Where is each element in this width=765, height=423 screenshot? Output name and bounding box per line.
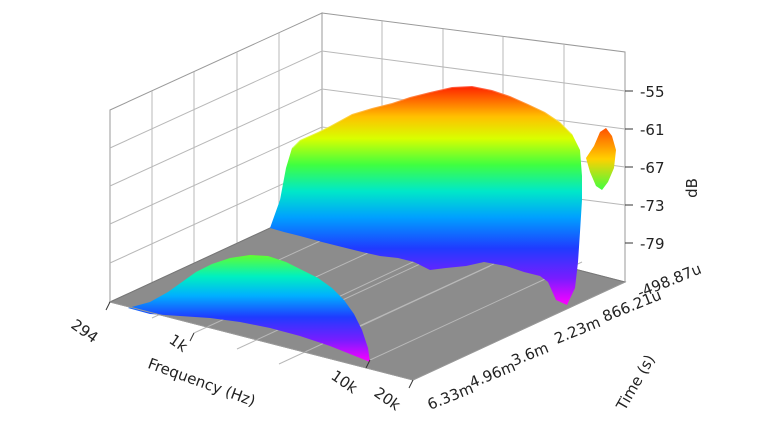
x-tick-label: 1k: [166, 331, 192, 356]
x-tick-label: 10k: [328, 367, 361, 398]
z-tick-label: -61: [640, 121, 665, 139]
frame-front-edges: [109, 281, 626, 381]
y-tick-label: 4.96m: [467, 357, 518, 392]
surface-side-spike: [586, 128, 616, 190]
y-tick-label: 6.33m: [425, 379, 476, 414]
y-tick-label: 866.21u: [600, 286, 664, 326]
z-tick-label: -55: [640, 83, 665, 101]
z-tick-label: -67: [640, 159, 665, 177]
x-tick-label: 294: [68, 316, 102, 347]
x-tick-label: 20k: [371, 384, 404, 415]
z-tick-label: -73: [640, 197, 665, 215]
z-tick-label: -79: [640, 235, 665, 253]
surface-main-ridge: [270, 84, 582, 305]
y-tick-label: 2.23m: [552, 313, 603, 348]
x-axis-title: Frequency (Hz): [145, 354, 257, 410]
y-tick-label: 3.6m: [509, 339, 551, 370]
z-axis-title: dB: [683, 178, 701, 198]
y-axis-title: Time (s): [612, 352, 659, 415]
tick-marks: [105, 90, 633, 389]
surface-low-mound: [128, 255, 370, 362]
